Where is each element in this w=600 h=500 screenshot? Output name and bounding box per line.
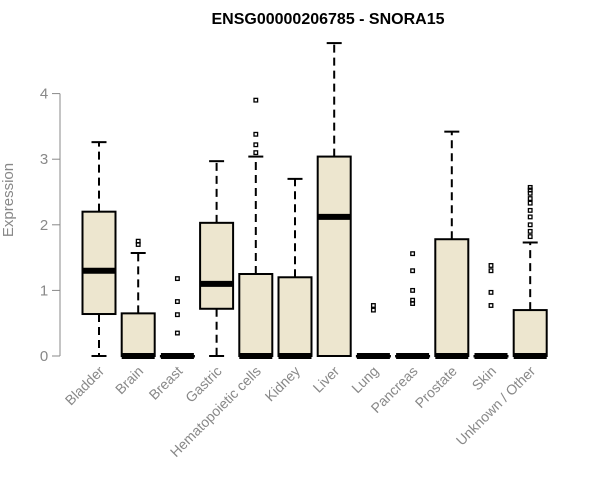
box-kidney — [277, 177, 313, 359]
outlier-point — [488, 303, 494, 308]
box-iqr — [81, 210, 117, 316]
y-axis: 0 1 2 3 4 — [40, 86, 61, 365]
box-iqr — [277, 276, 313, 357]
x-tick-label-lung: Lung — [348, 363, 381, 396]
x-tick-label-kidney: Kidney — [262, 363, 304, 405]
outlier-point — [527, 207, 533, 213]
outlier-point — [174, 276, 180, 282]
outlier-point — [488, 268, 494, 274]
outlier-point — [488, 289, 494, 295]
outlier-point — [527, 234, 533, 240]
outlier-point — [370, 303, 376, 308]
outlier-point — [527, 184, 533, 190]
box-iqr — [120, 312, 156, 357]
y-tick-label: 0 — [40, 348, 48, 365]
box-iqr — [199, 221, 235, 310]
outlier-point — [527, 187, 533, 193]
outlier-point — [174, 330, 180, 336]
box-gastric — [199, 160, 235, 357]
outlier-point — [253, 142, 259, 148]
box-lung — [355, 303, 391, 359]
box-iqr — [512, 309, 548, 357]
y-tick-label: 2 — [40, 217, 48, 234]
outlier-point — [527, 200, 533, 206]
outlier-point — [253, 150, 259, 156]
x-tick-label-brain: Brain — [112, 363, 146, 397]
outlier-point — [253, 97, 259, 103]
outlier-point — [527, 228, 533, 234]
outlier-point — [410, 287, 416, 293]
outlier-point — [527, 196, 533, 202]
outlier-point — [527, 222, 533, 228]
box-prostate — [434, 130, 470, 359]
chart-title: ENSG00000206785 - SNORA15 — [211, 11, 444, 28]
box-hematopoietic-cells — [238, 97, 274, 359]
x-tick-label-skin: Skin — [469, 363, 500, 394]
box-pancreas — [395, 251, 431, 359]
outlier-point — [174, 312, 180, 318]
y-tick-label: 1 — [40, 282, 48, 299]
x-tick-label-breast: Breast — [146, 363, 186, 403]
y-axis-label: Expression — [0, 163, 17, 237]
box-skin — [473, 263, 509, 359]
outlier-point — [370, 307, 376, 313]
box-iqr — [316, 155, 352, 357]
outlier-point — [488, 263, 494, 268]
box-bladder — [81, 141, 117, 357]
x-tick-label-liver: Liver — [310, 363, 343, 396]
outlier-point — [135, 238, 141, 244]
box-unknown-other — [512, 184, 548, 359]
x-tick-label-prostate: Prostate — [412, 363, 460, 411]
y-tick-label: 4 — [40, 86, 48, 103]
x-tick-label-bladder: Bladder — [62, 363, 108, 409]
outlier-point — [410, 297, 416, 303]
y-tick-label: 3 — [40, 151, 48, 168]
box-iqr — [434, 238, 470, 357]
plot-area — [81, 42, 548, 359]
outlier-point — [253, 131, 259, 137]
outlier-point — [410, 268, 416, 274]
box-liver — [316, 42, 352, 357]
box-brain — [120, 238, 156, 359]
outlier-point — [174, 299, 180, 305]
box-iqr — [238, 273, 274, 357]
outlier-point — [527, 214, 533, 220]
outlier-point — [410, 251, 416, 257]
box-breast — [159, 276, 195, 359]
